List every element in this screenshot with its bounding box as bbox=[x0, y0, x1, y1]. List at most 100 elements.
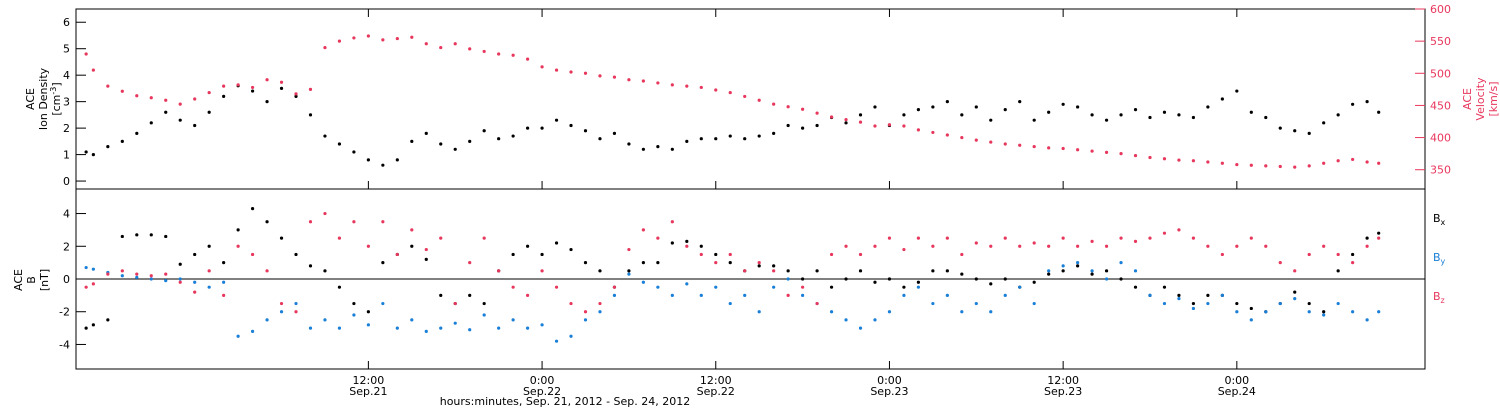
velocity-point bbox=[308, 87, 313, 91]
density-point bbox=[598, 137, 602, 141]
density-point bbox=[1061, 102, 1065, 106]
density-point bbox=[801, 126, 805, 130]
x-tick-date-label: Sep.22 bbox=[523, 385, 561, 398]
by-point bbox=[743, 293, 747, 297]
velocity-point bbox=[873, 124, 877, 128]
legend-bx-sub: x bbox=[1441, 218, 1446, 227]
bz-point bbox=[960, 252, 964, 257]
bx-point bbox=[424, 257, 428, 261]
velocity-point bbox=[1047, 146, 1051, 150]
svg-text:Bx: Bx bbox=[1433, 212, 1446, 227]
by-point bbox=[757, 310, 761, 314]
velocity-point bbox=[1018, 143, 1022, 147]
velocity-point bbox=[497, 52, 501, 56]
density-point bbox=[656, 145, 660, 149]
by-point bbox=[1032, 301, 1036, 306]
velocity-point bbox=[801, 107, 805, 111]
by-point bbox=[583, 318, 588, 322]
bx-point bbox=[381, 261, 385, 265]
velocity-point bbox=[207, 90, 211, 95]
density-y-tick-label: 5 bbox=[63, 43, 70, 56]
velocity-y-tick-label: 350 bbox=[1430, 164, 1451, 177]
by-point bbox=[1206, 301, 1210, 306]
density-point bbox=[323, 134, 327, 138]
bx-point bbox=[84, 326, 88, 330]
bx-point bbox=[1336, 269, 1340, 273]
density-point bbox=[641, 147, 645, 151]
velocity-point bbox=[583, 71, 588, 75]
b-y-axis: -4 -2 0 2 4 bbox=[59, 208, 86, 351]
legend-bx-name: B bbox=[1433, 212, 1441, 225]
bz-point bbox=[424, 247, 428, 252]
velocity-point bbox=[193, 97, 197, 101]
velocity-point bbox=[612, 75, 617, 79]
bz-point bbox=[366, 244, 370, 248]
by-point bbox=[164, 279, 168, 283]
by-point bbox=[468, 328, 472, 332]
by-point bbox=[1018, 285, 1022, 289]
density-point bbox=[352, 150, 356, 154]
velocity-point bbox=[757, 98, 761, 102]
density-point bbox=[308, 113, 313, 117]
bx-point bbox=[873, 280, 877, 284]
density-point bbox=[1322, 121, 1326, 125]
x-axis-title: hours:minutes, Sep. 21, 2012 - Sep. 24, … bbox=[440, 395, 691, 408]
bz-point bbox=[583, 310, 588, 314]
by-point bbox=[772, 285, 776, 289]
bz-point bbox=[540, 269, 544, 273]
by-point bbox=[786, 277, 790, 281]
bz-point bbox=[641, 228, 645, 232]
bx-point bbox=[931, 269, 935, 273]
bz-point bbox=[627, 247, 631, 252]
bz-point bbox=[120, 269, 124, 273]
density-point bbox=[569, 123, 573, 128]
bz-point bbox=[1206, 244, 1210, 248]
bx-point bbox=[250, 207, 255, 211]
magnetic-field-marks bbox=[84, 207, 1381, 343]
bx-point bbox=[1104, 269, 1109, 273]
velocity-point bbox=[772, 102, 776, 106]
velocity-y-tick-label: 500 bbox=[1430, 67, 1451, 80]
velocity-point bbox=[1322, 161, 1326, 165]
svg-text:By: By bbox=[1433, 251, 1446, 266]
velocity-point bbox=[815, 111, 819, 115]
bz-point bbox=[1148, 236, 1152, 240]
b-ylabel-line-2: B bbox=[25, 276, 38, 284]
by-point bbox=[265, 318, 269, 322]
velocity-point bbox=[1249, 163, 1253, 167]
bz-point bbox=[1377, 236, 1381, 240]
bottom-x-axis-ticks bbox=[367, 361, 1238, 369]
by-point bbox=[1162, 301, 1167, 306]
by-point bbox=[337, 326, 342, 330]
bz-point bbox=[1191, 236, 1196, 240]
velocity-point bbox=[714, 88, 718, 92]
density-point bbox=[1191, 115, 1196, 120]
x-tick-date-label: Sep.21 bbox=[349, 385, 387, 398]
density-point bbox=[178, 118, 182, 122]
by-point bbox=[91, 267, 95, 271]
bz-point bbox=[887, 236, 892, 240]
velocity-point bbox=[410, 35, 414, 39]
velocity-point bbox=[554, 68, 559, 72]
x-tick-date-label: Sep.23 bbox=[870, 385, 908, 398]
ion-density-velocity-panel: 0 1 2 3 4 5 6 350 400 450 500 550 600 ACE Ion Densi… bbox=[24, 3, 1500, 190]
density-point bbox=[135, 131, 139, 136]
velocity-point bbox=[1191, 159, 1196, 163]
velocity-y-axis: 350 400 450 500 550 600 bbox=[1415, 3, 1451, 177]
bx-point bbox=[598, 269, 602, 273]
x-tick-date-label: Sep.22 bbox=[697, 385, 735, 398]
by-point bbox=[728, 301, 732, 306]
density-point bbox=[1032, 118, 1036, 122]
velocity-point bbox=[829, 115, 834, 119]
by-point bbox=[120, 274, 124, 278]
density-point bbox=[294, 94, 298, 98]
bz-point bbox=[1177, 228, 1181, 232]
density-point bbox=[945, 100, 949, 104]
bz-point bbox=[1307, 252, 1311, 257]
velocity-point bbox=[453, 42, 457, 46]
velocity-point bbox=[1235, 162, 1239, 167]
by-point bbox=[1365, 318, 1369, 322]
bx-point bbox=[1177, 293, 1181, 297]
bx-point bbox=[829, 285, 834, 289]
velocity-point bbox=[525, 57, 530, 61]
